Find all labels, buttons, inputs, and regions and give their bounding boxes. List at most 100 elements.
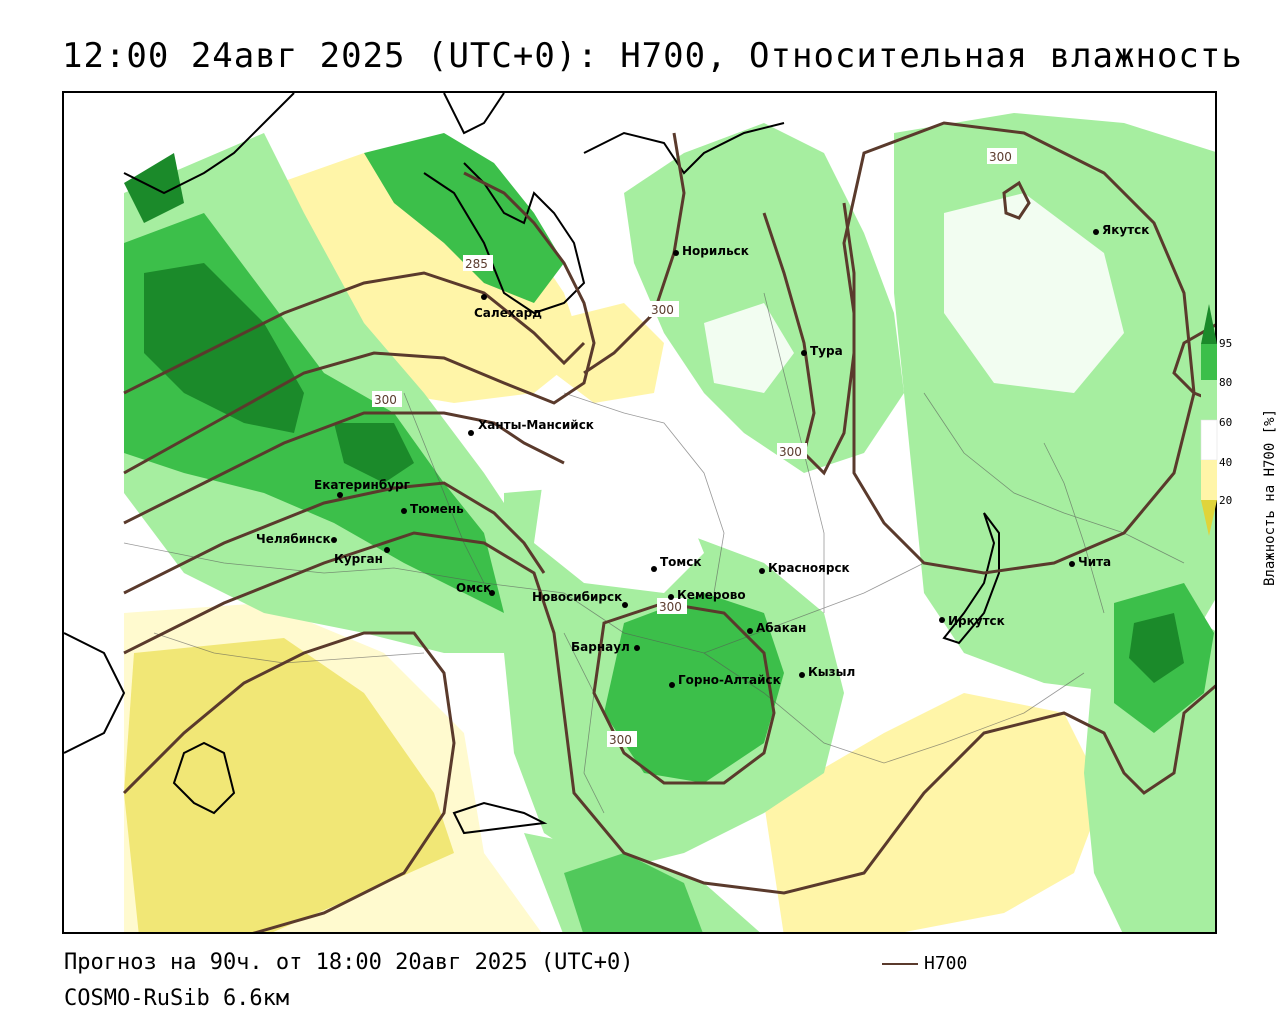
humid-area-altai [604,593,784,783]
city-chelyabinsk: Челябинск [256,532,337,546]
svg-text:Якутск: Якутск [1102,223,1149,237]
contour-legend-line [882,962,918,965]
contour-label: 300 [651,303,674,317]
colorbar-tick: 40 [1219,456,1232,469]
contour-north-1 [123,271,586,395]
city-kurgan: Курган [334,547,390,566]
svg-text:Новосибирск: Новосибирск [532,590,622,604]
svg-text:Челябинск: Челябинск [256,532,331,546]
neutral-area-center [534,463,704,593]
svg-text:Тюмень: Тюмень [410,502,464,516]
svg-text:Курган: Курган [334,552,383,566]
contour-small-east [1002,180,1031,220]
neutral-area-northeast-pocket [704,303,794,393]
caspian-edge [64,632,126,754]
humid-area-south [564,853,703,932]
neutral-area-east [944,193,1124,393]
city-novosibirsk: Новосибирск [532,590,628,608]
contour-label: 285 [465,257,488,271]
city-tomsk: Томск [651,555,702,572]
colorbar-60-80 [1200,419,1218,461]
svg-text:Ханты-Мансийск: Ханты-Мансийск [478,418,594,432]
contour-ural-1 [123,411,565,525]
balkhash-lake [452,801,548,835]
city-abakan: Абакан [747,621,806,635]
dry-area-southeast [764,693,1104,932]
contour-legend-label: H700 [924,953,968,974]
border-7 [703,652,1085,764]
yamal-coast [423,162,586,315]
city-krasnoyarsk: Красноярск [759,561,850,575]
border-9 [1043,442,1105,614]
city-chita: Чита [1069,555,1111,569]
svg-text:Абакан: Абакан [756,621,806,635]
svg-text:Кемерово: Кемерово [677,588,746,602]
model-name: COSMO-RuSib 6.6км [64,986,290,1011]
cities: Норильск Якутск Салехард Тура Ханты-Манс… [256,223,1149,688]
city-khanty-mansiysk: Ханты-Мансийск [468,418,594,436]
chart-title: 12:00 24авг 2025 (UTC+0): H700, Относите… [62,36,1243,76]
city-kyzyl: Кызыл [799,665,855,679]
dry-area-center [544,303,664,403]
city-gorno-altaysk: Горно-Алтайск [669,673,781,688]
neutral-areas [534,193,1124,713]
contour-label: 300 [609,733,632,747]
svg-text:Екатеринбург: Екатеринбург [314,478,410,492]
very-humid-areas [124,153,1184,683]
very-humid-area-amur [1129,613,1184,683]
contour-label: 300 [374,393,397,407]
border-5 [923,392,1185,564]
contour-label: 300 [779,445,802,459]
map-panel: 300 300 300 300 300 300 285 Норильск Яку… [62,91,1217,934]
aral-sea [172,741,236,815]
svg-text:Кызыл: Кызыл [808,665,855,679]
colorbar-80-95 [1201,380,1217,420]
city-salekhard: Салехард [474,294,542,320]
contour-north-central [583,132,686,375]
contour-labels: 300 300 300 300 300 300 285 [372,148,1017,747]
humid-area-north [364,133,564,303]
contour-label: 300 [989,150,1012,164]
colorbar: 95 80 60 40 20 [1200,304,1232,536]
city-tyumen: Тюмень [401,502,464,516]
colorbar-tick: 80 [1219,376,1232,389]
svg-text:Горно-Алтайск: Горно-Алтайск [678,673,781,687]
city-kemerovo: Кемерово [668,588,746,602]
contour-central [123,531,1215,895]
city-yakutsk: Якутск [1093,223,1149,237]
city-barnaul: Барнаул [571,640,640,654]
contour-north-2 [123,171,596,475]
svg-text:Красноярск: Красноярск [768,561,850,575]
novaya-zemlya [443,93,505,135]
coastlines [64,93,1000,835]
svg-text:Чита: Чита [1078,555,1111,569]
map-canvas: 300 300 300 300 300 300 285 Норильск Яку… [64,93,1215,932]
moist-area-northcentral [624,123,904,473]
svg-text:Барнаул: Барнаул [571,640,630,654]
svg-text:Норильск: Норильск [682,244,749,258]
city-norilsk: Норильск [673,244,749,258]
svg-text:Иркутск: Иркутск [948,614,1005,628]
svg-text:Омск: Омск [456,581,491,595]
svg-text:Тура: Тура [810,344,843,358]
border-3 [563,392,725,594]
svg-text:Салехард: Салехард [474,306,542,320]
taymyr-coast [583,122,785,175]
contour-southwest [122,631,456,932]
colorbar-95-plus [1201,344,1217,380]
colorbar-tick: 95 [1219,337,1232,350]
contour-ural-2 [123,481,546,595]
colorbar-bottom-arrow [1201,500,1217,536]
city-tura: Тура [801,344,843,358]
contour-east-ring [842,121,1196,575]
very-humid-area-ural-east [334,423,414,483]
contour-legend: H700 [882,953,967,974]
dry-area-north [279,153,584,403]
colorbar-top-arrow [1201,304,1217,344]
contour-label: 300 [659,600,682,614]
colorbar-title: Влажность на H700 [%] [1262,408,1278,586]
dry-area-southwest [124,603,542,932]
colorbar-tick: 60 [1219,416,1232,429]
border-2 [403,392,485,584]
colorbar-40-60 [1201,460,1217,500]
